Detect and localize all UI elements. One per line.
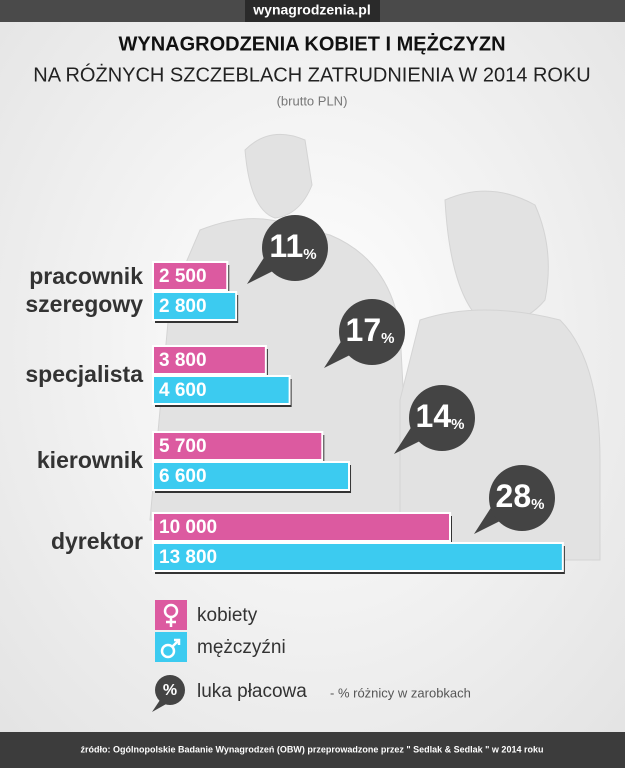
value-label: 2 800 — [159, 296, 207, 317]
value-label: 3 800 — [159, 350, 207, 371]
gap-label: 14% — [416, 398, 465, 434]
site-name: wynagrodzenia.pl — [252, 2, 370, 18]
gap-bubble — [489, 465, 555, 531]
value-label: 4 600 — [159, 380, 207, 401]
legend: kobiety mężczyźni% luka płacowa - % różnicy… — [152, 600, 471, 712]
legend-label: mężczyźni — [197, 637, 286, 658]
category-label: pracownik szeregowy — [25, 263, 143, 317]
gap-label: 28% — [496, 478, 545, 514]
legend-icon — [166, 617, 176, 627]
bar — [152, 461, 351, 491]
legend-label: kobiety — [197, 605, 258, 626]
chart-title: WYNAGRODZENIA KOBIET I MĘŻCZYZN — [118, 32, 505, 55]
plot: pracownik szeregowy 2 500 2 800 11% specjalis… — [25, 215, 565, 574]
category-label: kierownik — [37, 447, 143, 473]
footer-bar — [0, 732, 625, 768]
gap-legend-note: - % różnicy w zarobkach — [330, 685, 471, 700]
gap-bubble — [409, 385, 475, 451]
bar — [152, 542, 564, 572]
gap-bubble — [262, 215, 328, 281]
gap-legend-label: luka płacowa — [197, 681, 307, 702]
legend-icon — [160, 643, 176, 659]
value-label: 6 600 — [159, 466, 207, 487]
category-label: dyrektor — [51, 528, 143, 554]
value-label: 13 800 — [159, 547, 217, 568]
gap-label: 17% — [346, 312, 395, 348]
category-label: specjalista — [25, 361, 143, 387]
gap-legend-icon: % — [163, 682, 177, 699]
gap-legend-bubble — [155, 675, 185, 705]
bar — [152, 431, 324, 461]
source: źródło: Ogólnopolskie Badanie Wynagrodze… — [81, 744, 544, 754]
value-label: 10 000 — [159, 517, 217, 538]
bar — [152, 345, 267, 375]
site-tab — [245, 0, 380, 22]
legend-icon — [171, 638, 181, 648]
bar — [152, 375, 291, 405]
bar — [152, 291, 238, 321]
gap-label: 11% — [269, 228, 316, 264]
bar — [152, 261, 229, 291]
chart-subtitle: NA RÓŻNYCH SZCZEBLACH ZATRUDNIENIA W 201… — [33, 63, 591, 86]
unit-note: (brutto PLN) — [277, 93, 348, 108]
value-label: 2 500 — [159, 266, 207, 287]
bar — [152, 512, 451, 542]
gap-bubble — [339, 299, 405, 365]
value-label: 5 700 — [159, 436, 207, 457]
